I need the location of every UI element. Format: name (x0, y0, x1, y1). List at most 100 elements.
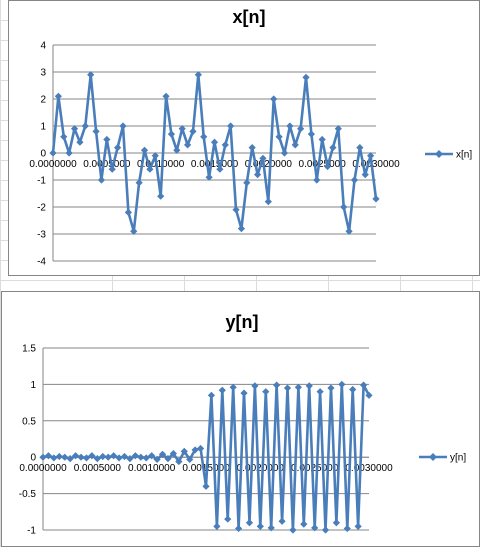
data-point-marker (273, 381, 281, 389)
chart-title: x[n] (233, 7, 266, 27)
chart-title: y[n] (226, 312, 259, 332)
x-tick-label: 0.0025000 (299, 159, 347, 170)
chart-xn: x[n] 4 3 2 1 0 -1 -2 -3 -4 0.0000000 0.0005000 0.001… (29, 7, 472, 268)
x-tick-label: 0.0030000 (352, 159, 400, 170)
data-point-marker (77, 453, 85, 461)
x-tick-label: 0.0020000 (245, 159, 293, 170)
data-point-marker (164, 455, 172, 463)
x-tick-label: 0.0025000 (291, 463, 339, 474)
data-point-marker (259, 154, 267, 162)
data-point-marker (321, 526, 330, 534)
data-point-marker (262, 388, 270, 396)
data-point-marker (140, 146, 149, 154)
y-tick-label: 2 (40, 95, 46, 106)
data-point-marker (97, 176, 106, 184)
data-point-marker (54, 92, 62, 100)
data-point-marker (305, 382, 313, 390)
data-point-marker (218, 386, 226, 394)
data-point-marker (243, 179, 251, 187)
sheet-gridline-vertical (0, 0, 1, 547)
data-point-marker (316, 388, 324, 396)
data-point-marker (297, 125, 305, 133)
x-tick-label: 0.0015000 (191, 159, 239, 170)
data-point-marker (60, 133, 68, 141)
y-tick-label: -0.5 (19, 489, 37, 500)
data-point-marker (227, 122, 235, 130)
y-tick-label: 3 (40, 68, 46, 79)
data-point-marker (70, 125, 79, 133)
data-point-marker (202, 482, 210, 490)
data-point-marker (332, 519, 340, 527)
data-point-marker (256, 522, 264, 530)
data-point-marker (216, 165, 224, 173)
data-point-marker (235, 524, 243, 533)
data-point-marker (345, 227, 353, 235)
data-point-marker (251, 382, 259, 390)
data-point-marker (39, 453, 47, 461)
data-point-marker (318, 135, 326, 144)
data-point-marker (289, 526, 297, 534)
data-point-marker (307, 130, 315, 138)
data-point-marker (367, 152, 375, 160)
y-tick-label: -4 (37, 257, 46, 268)
data-point-marker (81, 122, 89, 130)
data-point-marker (359, 381, 368, 389)
data-point-marker (189, 127, 197, 135)
x-tick-label: 0.0005000 (83, 159, 131, 170)
data-point-marker (278, 517, 286, 525)
data-point-marker (334, 125, 342, 133)
data-point-marker (167, 130, 176, 138)
x-tick-label: 0.0030000 (345, 463, 393, 474)
y-tick-label: 4 (40, 41, 46, 52)
data-point-marker (237, 225, 246, 233)
data-point-marker (205, 173, 213, 181)
chart-yn-panel[interactable]: y[n] 1.5 1 0.5 0 -0.5 -1 0.0000000 0.0005000 0.00… (1, 291, 480, 547)
data-point-marker (302, 73, 310, 81)
data-point-marker (327, 384, 335, 392)
y-tick-label: 0.5 (22, 416, 36, 427)
data-point-marker (93, 455, 101, 463)
data-point-marker (61, 453, 69, 461)
data-point-marker (253, 171, 262, 179)
sheet-gridline-horizontal (0, 280, 480, 281)
data-point-marker (275, 133, 283, 141)
x-tick-label: 0.0020000 (237, 463, 285, 474)
data-point-marker (372, 195, 380, 203)
data-point-marker (365, 391, 373, 399)
legend-label: y[n] (450, 453, 466, 464)
data-point-marker (175, 457, 183, 466)
data-point-marker (183, 141, 192, 149)
data-point-marker (65, 149, 73, 157)
data-point-marker (232, 206, 240, 214)
data-point-marker (76, 138, 84, 146)
data-point-marker (354, 522, 362, 530)
data-point-marker (194, 71, 202, 79)
data-point-marker (264, 198, 272, 206)
data-point-marker (135, 179, 143, 187)
chart-xn-panel[interactable]: x[n] 4 3 2 1 0 -1 -2 -3 -4 0.0000000 0.0005000 0.001… (8, 0, 480, 276)
y-tick-label: 1 (30, 380, 36, 391)
y-tick-label: 0 (30, 453, 36, 464)
data-point-marker (313, 176, 321, 184)
data-point-marker (300, 520, 308, 528)
data-point-marker (173, 146, 181, 154)
data-point-marker (207, 391, 216, 399)
data-point-marker (283, 384, 292, 392)
legend-label: x[n] (456, 150, 472, 161)
data-point-marker (99, 452, 107, 461)
data-point-marker (343, 524, 351, 533)
data-point-marker (210, 138, 219, 146)
data-point-marker (49, 149, 57, 157)
data-point-marker (151, 152, 159, 160)
data-point-marker (291, 141, 299, 149)
data-point-marker (200, 133, 208, 141)
x-tick-label: 0.0000000 (19, 463, 67, 474)
data-point-marker (270, 95, 278, 103)
y-tick-label: -1 (37, 176, 46, 187)
data-point-marker (87, 71, 95, 79)
data-point-marker (286, 122, 294, 130)
data-point-marker (108, 165, 116, 173)
data-point-marker (146, 165, 154, 173)
data-point-marker (169, 449, 177, 458)
y-tick-label: -2 (37, 203, 46, 214)
